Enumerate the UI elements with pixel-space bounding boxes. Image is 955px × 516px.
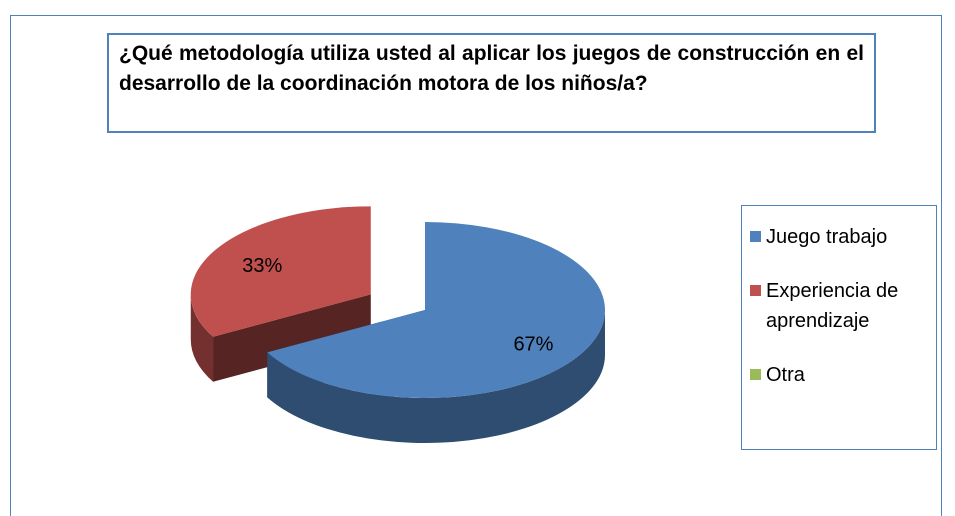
legend-label: Otra [766, 364, 805, 386]
legend-item: Experiencia de aprendizaje [750, 276, 930, 336]
legend-item: Juego trabajo [750, 222, 930, 252]
slice-side [267, 310, 605, 444]
data-label: 33% [242, 255, 282, 277]
slice-side [190, 294, 214, 382]
legend-label: Experiencia de aprendizaje [766, 280, 899, 332]
chart-title: ¿Qué metodología utiliza usted al aplica… [107, 33, 876, 133]
legend: Juego trabajo Experiencia de aprendizaje O… [741, 205, 937, 450]
chart-frame [10, 15, 942, 516]
legend-swatch [750, 285, 761, 296]
legend-swatch [750, 369, 761, 380]
legend-item: Otra [750, 360, 930, 390]
legend-swatch [750, 231, 761, 242]
slice-face [213, 294, 371, 382]
pie-slice [267, 222, 605, 399]
pie-slice [190, 206, 371, 337]
data-label: 67% [513, 334, 553, 356]
legend-label: Juego trabajo [766, 226, 888, 248]
